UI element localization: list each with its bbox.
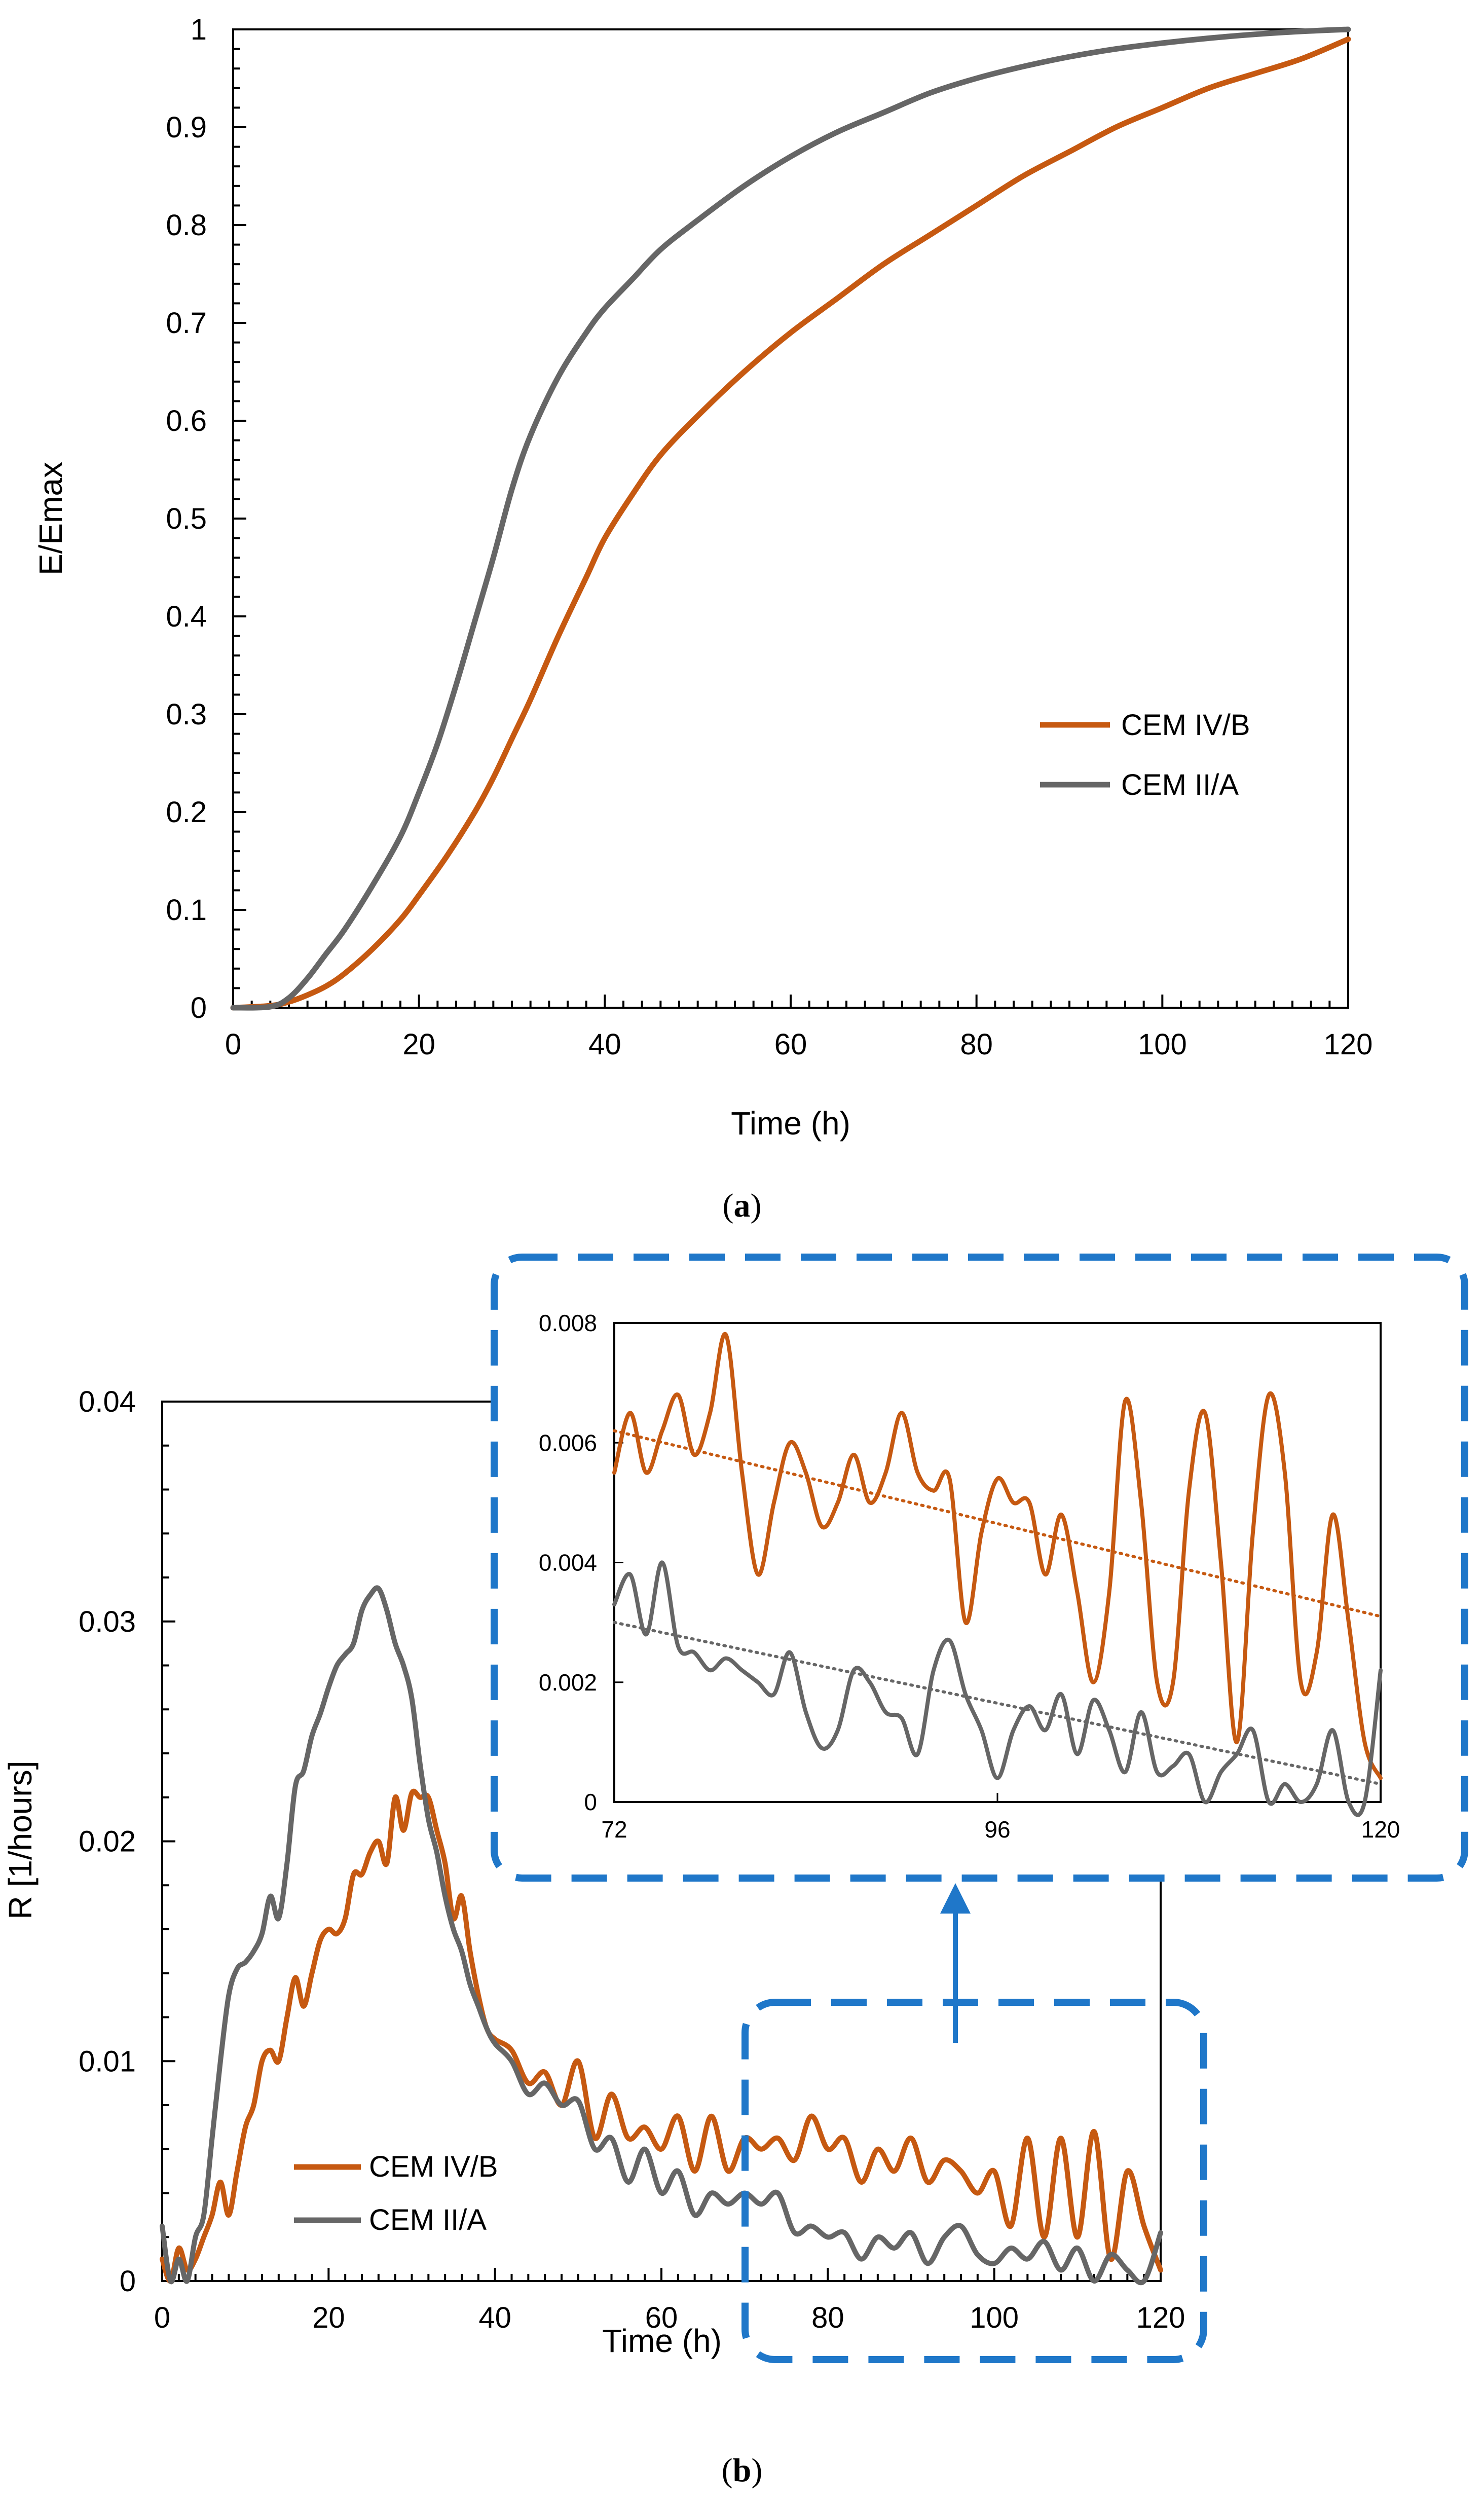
chart-a-x-axis-title: Time (h): [731, 1105, 850, 1142]
chart-a: 0 0.1 0.2 0.3 0.4 0.5 0.6 0.7 0.8 0.9 1 0 20 40 60 80 1…: [32, 13, 1372, 1142]
chart-a-x-axis: 0 20 40 60 80 100 120: [225, 995, 1373, 1061]
chart-a-y-tick-label: 0.5: [166, 502, 207, 535]
chart-a-y-tick-label: 1: [191, 13, 207, 46]
chart-b-inset-line-cem-ii-a: [612, 1560, 1383, 1817]
chart-b-inset-series: [612, 1332, 1383, 1817]
chart-b-y-tick-label: 0.01: [79, 2045, 136, 2078]
chart-b-legend-label-cem-ii-a: CEM II/A: [369, 2203, 487, 2236]
chart-b-series: [160, 1585, 1163, 2286]
chart-b-inset-x-axis: 72 96 120: [601, 1793, 1400, 1843]
chart-b-legend-label-cem-iv-b: CEM IV/B: [369, 2150, 498, 2183]
chart-a-y-tick-label: 0.4: [166, 600, 207, 633]
chart-a-x-tick-label: 100: [1138, 1028, 1187, 1061]
chart-b-x-tick-label: 0: [154, 2301, 170, 2334]
chart-b-legend: CEM IV/B CEM II/A: [294, 2150, 498, 2236]
chart-b-inset-y-axis: 0 0.002 0.004 0.006 0.008: [539, 1310, 623, 1815]
chart-b-y-tick-label: 0.02: [79, 1825, 136, 1858]
chart-a-x-tick-label: 80: [960, 1028, 993, 1061]
chart-b-y-tick-label: 0.03: [79, 1605, 136, 1638]
chart-b-x-tick-label: 60: [645, 2301, 678, 2334]
chart-b-inset-y-tick-label: 0.002: [539, 1669, 597, 1696]
chart-a-legend-label-cem-ii-a: CEM II/A: [1121, 768, 1239, 801]
chart-a-y-tick-label: 0.3: [166, 698, 207, 731]
chart-b-y-axis-title: R [1/hours]: [2, 1760, 39, 1919]
chart-b-x-tick-label: 20: [312, 2301, 345, 2334]
chart-b-x-tick-label: 80: [811, 2301, 844, 2334]
chart-b-y-axis: 0 0.01 0.02 0.03 0.04: [79, 1385, 175, 2298]
chart-b: 0 0.01 0.02 0.03 0.04 0 20 40 60 80 100 120 Time (…: [2, 1385, 1185, 2359]
chart-a-y-tick-label: 0: [191, 991, 207, 1024]
chart-a-y-tick-label: 0.1: [166, 894, 207, 927]
chart-a-y-axis-title: E/Emax: [32, 462, 69, 575]
zoom-region-callout: [741, 1999, 1207, 2363]
chart-a-y-tick-label: 0.8: [166, 209, 207, 242]
chart-a-x-tick-label: 60: [774, 1028, 807, 1061]
chart-b-x-tick-label: 40: [478, 2301, 511, 2334]
chart-a-x-tick-label: 20: [402, 1028, 435, 1061]
chart-b-inset-x-tick-label: 120: [1361, 1816, 1400, 1843]
chart-a-line-cem-ii-a: [230, 26, 1351, 1011]
chart-a-x-tick-label: 120: [1324, 1028, 1373, 1061]
chart-b-inset-y-tick-label: 0.004: [539, 1550, 597, 1576]
chart-a-legend-label-cem-iv-b: CEM IV/B: [1121, 709, 1250, 742]
chart-a-x-tick-label: 40: [588, 1028, 621, 1061]
chart-a-plot-frame: [232, 28, 1349, 1009]
chart-a-y-tick-label: 0.2: [166, 796, 207, 829]
chart-b-inset: 0 0.002 0.004 0.006 0.008 72 96 120: [539, 1310, 1400, 1843]
chart-a-y-tick-label: 0.7: [166, 307, 207, 340]
chart-b-inset-y-tick-label: 0.006: [539, 1429, 597, 1456]
chart-a-x-tick-label: 0: [225, 1028, 241, 1061]
chart-b-y-tick-label: 0: [120, 2265, 136, 2298]
chart-a-y-tick-label: 0.9: [166, 111, 207, 144]
chart-a-series: [230, 26, 1351, 1011]
chart-a-line-cem-iv-b: [230, 36, 1351, 1011]
chart-b-y-tick-label: 0.04: [79, 1385, 136, 1418]
caption-b: (b): [722, 2452, 763, 2489]
chart-b-inset-y-tick-label: 0: [584, 1789, 597, 1815]
chart-b-x-axis: 0 20 40 60 80 100 120: [154, 2268, 1185, 2334]
chart-b-inset-line-cem-iv-b: [612, 1332, 1383, 1780]
chart-b-inset-y-tick-label: 0.008: [539, 1310, 597, 1336]
chart-b-x-tick-label: 100: [970, 2301, 1019, 2334]
chart-b-inset-x-tick-label: 72: [601, 1816, 627, 1843]
chart-b-x-tick-label: 120: [1136, 2301, 1185, 2334]
chart-b-inset-x-tick-label: 96: [984, 1816, 1010, 1843]
chart-b-line-cem-ii-a: [160, 1585, 1163, 2286]
chart-a-legend: CEM IV/B CEM II/A: [1040, 709, 1250, 801]
caption-a: (a): [723, 1187, 762, 1224]
chart-b-x-axis-title: Time (h): [602, 2323, 722, 2359]
chart-a-y-axis: 0 0.1 0.2 0.3 0.4 0.5 0.6 0.7 0.8 0.9 1: [166, 13, 246, 1024]
chart-b-inset-plot-frame: [613, 1322, 1382, 1803]
chart-a-y-tick-label: 0.6: [166, 405, 207, 437]
chart-b-inset-trendline-cem-ii-a: [613, 1621, 1382, 1786]
